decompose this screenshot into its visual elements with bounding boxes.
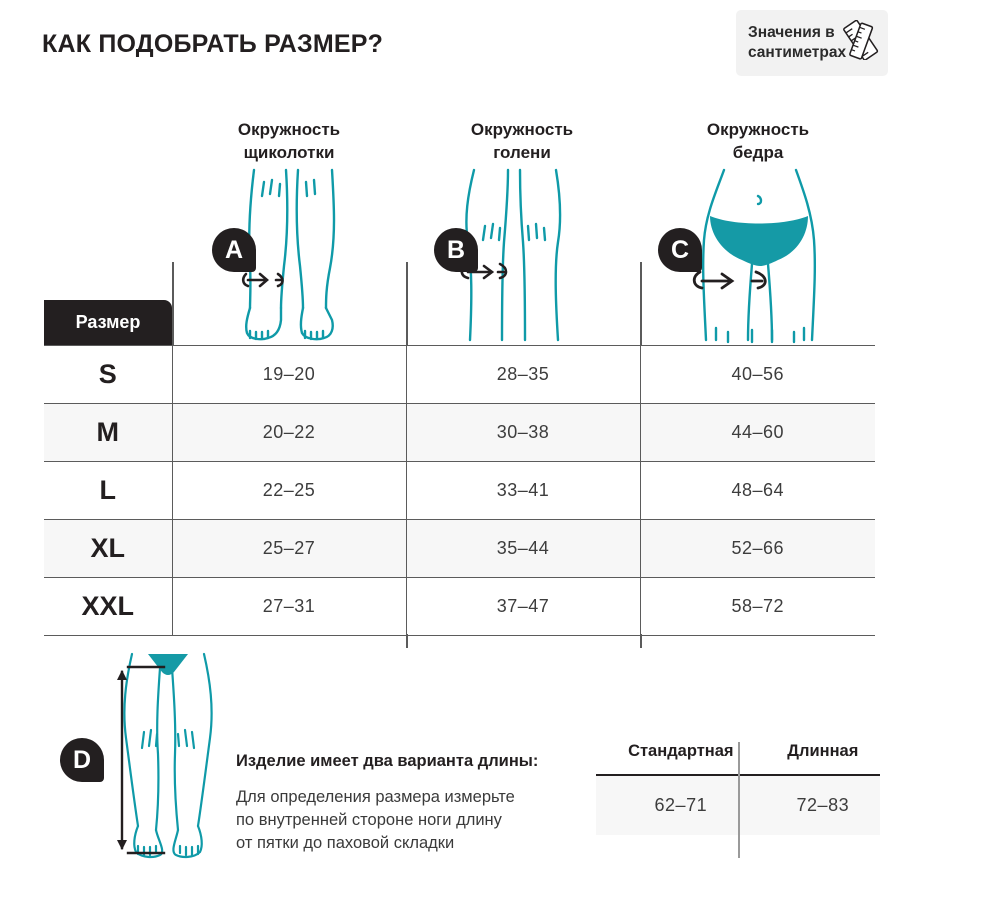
cell-ankle: 22–25 [172, 461, 407, 520]
page-title: КАК ПОДОБРАТЬ РАЗМЕР? [42, 30, 384, 58]
cell-size: S [44, 345, 173, 404]
units-badge-text: Значения в сантиметрах [748, 23, 846, 63]
full-legs-length-illustration [117, 652, 213, 859]
table-rule-bottom-2 [640, 634, 642, 648]
marker-a: A [212, 228, 256, 272]
table-row: XL 25–27 35–44 52–66 [44, 519, 875, 578]
column-heading-calf-line2: голени [493, 143, 551, 162]
garment-top-shape [148, 654, 188, 675]
cell-size: XL [44, 519, 173, 578]
length-table-header-row: Стандартная Длинная [596, 742, 880, 776]
length-note-body: Для определения размера измерьте по внут… [236, 786, 588, 855]
cell-size: XXL [44, 577, 173, 636]
length-arrow-down [117, 840, 127, 850]
units-badge: Значения в сантиметрах [736, 10, 888, 76]
cell-calf: 33–41 [406, 461, 641, 520]
length-table: Стандартная Длинная 62–71 72–83 [596, 742, 880, 835]
length-value-long: 72–83 [765, 775, 880, 835]
cell-thigh: 52–66 [640, 519, 875, 578]
brief-shape [710, 216, 808, 266]
cell-thigh: 40–56 [640, 345, 875, 404]
table-row: XXL 27–31 37–47 58–72 [44, 577, 875, 636]
table-row: M 20–22 30–38 44–60 [44, 403, 875, 462]
cell-thigh: 48–64 [640, 461, 875, 520]
table-rule-2 [406, 262, 408, 346]
cell-calf: 30–38 [406, 403, 641, 462]
cell-ankle: 19–20 [172, 345, 407, 404]
cell-calf: 28–35 [406, 345, 641, 404]
length-note-lead: Изделие имеет два варианта длины: [236, 752, 539, 770]
cell-ankle: 27–31 [172, 577, 407, 636]
cell-ankle: 25–27 [172, 519, 407, 578]
length-header-standard: Стандартная [596, 742, 766, 776]
units-badge-line2: сантиметрах [748, 44, 847, 61]
table-rule-3 [640, 262, 642, 346]
cell-calf: 35–44 [406, 519, 641, 578]
table-rule-bottom-1 [406, 634, 408, 648]
column-heading-ankle: Окружность щиколотки [180, 118, 398, 164]
hips-thigh-illustration [692, 168, 817, 344]
cell-thigh: 44–60 [640, 403, 875, 462]
cell-thigh: 58–72 [640, 577, 875, 636]
cell-calf: 37–47 [406, 577, 641, 636]
length-arrow-up [117, 670, 127, 680]
length-note-body-line2: по внутренней стороне ноги длину [236, 811, 502, 829]
column-heading-calf: Окружность голени [412, 118, 632, 164]
table-row: S 19–20 28–35 40–56 [44, 345, 875, 404]
column-heading-thigh-line1: Окружность [706, 120, 810, 139]
length-note-body-line1: Для определения размера измерьте [236, 788, 515, 806]
column-heading-ankle-line2: щиколотки [243, 143, 335, 162]
column-heading-thigh-line2: бедра [732, 143, 784, 162]
column-heading-ankle-line1: Окружность [237, 120, 341, 139]
length-value-standard: 62–71 [596, 775, 766, 835]
marker-d: D [60, 738, 104, 782]
size-table: S 19–20 28–35 40–56 M 20–22 30–38 44–60 … [44, 345, 875, 636]
cell-ankle: 20–22 [172, 403, 407, 462]
length-table-value-row: 62–71 72–83 [596, 775, 880, 835]
cell-size: L [44, 461, 173, 520]
size-column-badge: Размер [44, 300, 172, 345]
table-row: L 22–25 33–41 48–64 [44, 461, 875, 520]
cell-size: M [44, 403, 173, 462]
marker-b: B [434, 228, 478, 272]
length-table-divider [738, 742, 740, 858]
table-rule-1 [172, 262, 174, 346]
column-heading-thigh: Окружность бедра [642, 118, 874, 164]
units-badge-line1: Значения в [748, 24, 835, 41]
length-note: Изделие имеет два варианта длины: Для оп… [236, 750, 588, 855]
length-header-long: Длинная [765, 742, 880, 776]
marker-c: C [658, 228, 702, 272]
ruler-icon [843, 20, 879, 60]
column-heading-calf-line1: Окружность [470, 120, 574, 139]
length-note-body-line3: от пятки до паховой складки [236, 834, 455, 852]
